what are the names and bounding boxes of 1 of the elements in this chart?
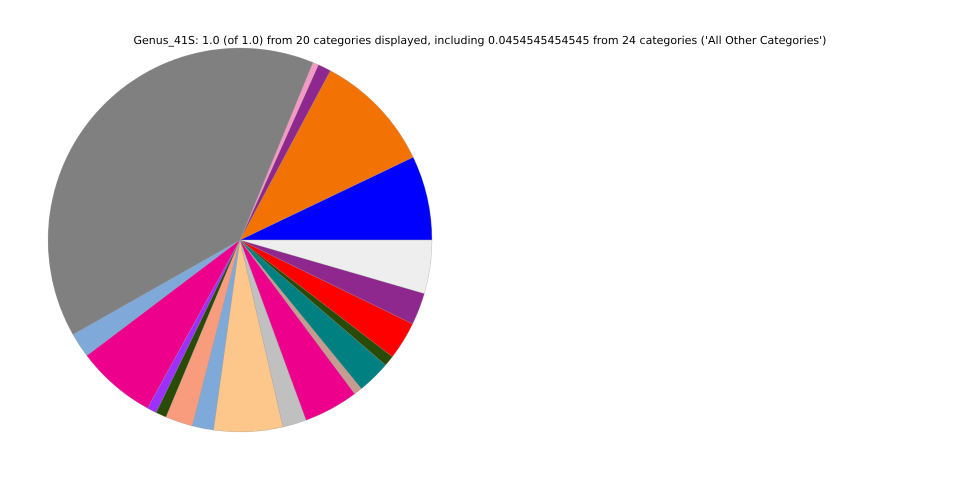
text: Genus_41S: 1.0 (of 1.0) from 20 categories displayed, including 0.0454545454545 from 24 categories ('All Other Categories') bbox=[134, 34, 826, 47]
